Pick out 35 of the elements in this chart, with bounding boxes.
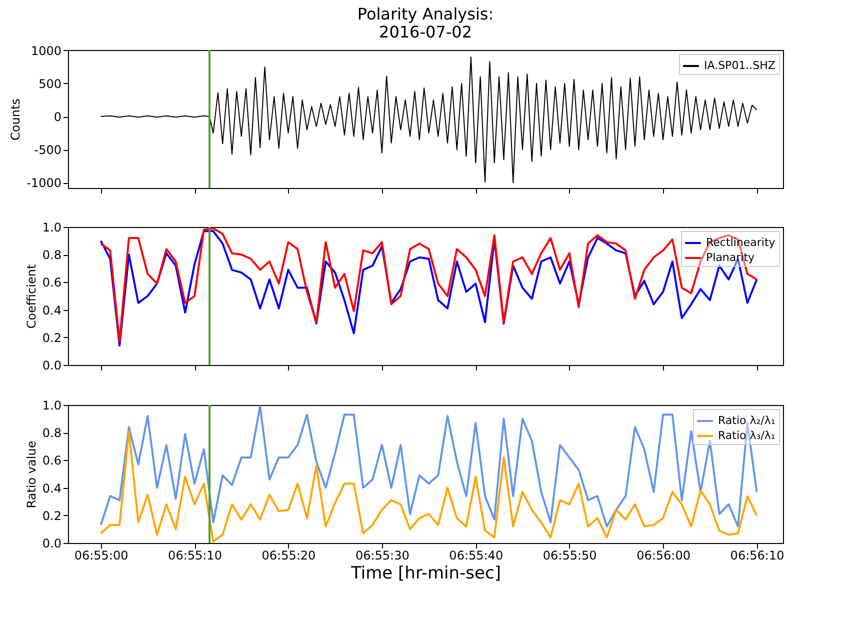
y-axis-title: Counts <box>8 98 23 140</box>
x-tick-label: 06:55:00 <box>74 548 128 562</box>
y-tick-label: 0.6 <box>42 454 62 468</box>
y-tick-label: 0.6 <box>42 276 62 290</box>
y-tick-label: 0.2 <box>42 330 62 345</box>
x-axis-title: Time [hr-min-sec] <box>350 564 501 584</box>
y-tick-label: 0 <box>54 110 62 124</box>
x-tick-label: 06:56:00 <box>636 548 691 562</box>
y-axis-title: Ratio value <box>24 440 38 508</box>
y-tick-label: 0.8 <box>42 248 62 262</box>
x-tick-label: 06:55:40 <box>449 548 504 562</box>
y-tick-label: 500 <box>38 76 62 91</box>
x-tick-label: 06:55:10 <box>168 548 222 562</box>
legend-label: Rectlinearity <box>706 236 776 249</box>
x-tick-label: 06:56:10 <box>730 548 784 562</box>
y-tick-label: 0.2 <box>42 508 62 523</box>
y-tick-label: 0.4 <box>42 481 62 496</box>
y-tick-label: 0.4 <box>42 303 62 318</box>
y-tick-label: 0.0 <box>42 536 62 550</box>
x-tick-label: 06:55:30 <box>355 548 410 562</box>
legend-label: Planarity <box>706 251 756 264</box>
x-tick-label: 06:55:20 <box>262 548 316 562</box>
y-tick-label: 1000 <box>30 44 62 58</box>
y-tick-label: 0.8 <box>42 426 62 440</box>
x-tick-label: 06:55:50 <box>542 548 597 562</box>
y-tick-label: -1000 <box>26 176 62 190</box>
y-axis-title: Coefficient <box>24 264 38 329</box>
y-tick-label: 1.0 <box>42 398 62 412</box>
y-tick-label: 1.0 <box>42 220 62 234</box>
legend-label: Ratio λ₂/λ₁ <box>718 414 776 427</box>
chart-title: Polarity Analysis: 2016-07-02 <box>357 4 494 42</box>
y-tick-label: -500 <box>34 143 62 158</box>
y-tick-label: 0.0 <box>42 358 62 372</box>
legend-label: IA.SP01..SHZ <box>704 59 776 72</box>
legend-label: Ratio λ₃/λ₁ <box>718 429 776 442</box>
